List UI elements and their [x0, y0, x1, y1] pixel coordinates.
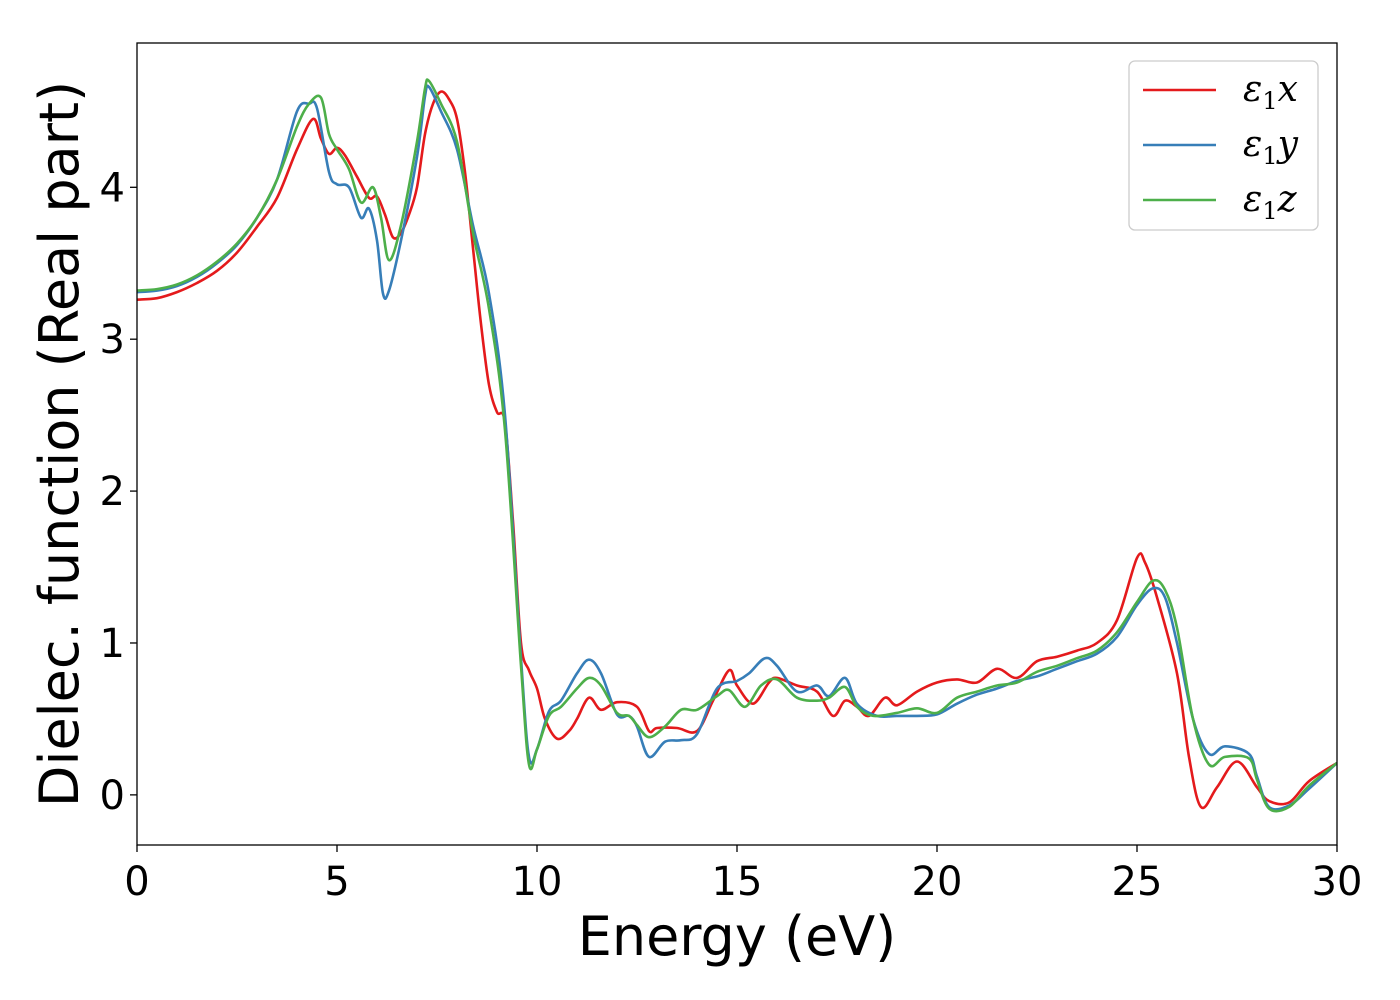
legend-label-x: ε1x [1243, 69, 1298, 115]
legend-box [1128, 60, 1319, 231]
legend-label-z: ε1z [1243, 179, 1298, 225]
y-tick-label: 0 [100, 773, 125, 819]
legend-label-y: ε1y [1243, 124, 1299, 170]
x-tick-label: 10 [512, 859, 563, 905]
legend: ε1x ε1y ε1z [1128, 60, 1319, 231]
series-line-z [137, 78, 1337, 813]
y-tick-label: 4 [100, 165, 125, 211]
x-tick-label: 30 [1312, 859, 1363, 905]
x-tick-label: 15 [712, 859, 763, 905]
x-tick-label: 0 [124, 859, 149, 905]
x-axis-title: Energy (eV) [578, 905, 897, 968]
y-axis-title: Dielec. function (Real part) [28, 81, 91, 807]
y-tick-label: 1 [100, 621, 125, 667]
series-layer [137, 78, 1337, 813]
y-ticks: 0 1 2 3 4 [100, 165, 137, 819]
y-tick-label: 3 [100, 317, 125, 363]
x-tick-label: 25 [1112, 859, 1163, 905]
x-tick-label: 5 [324, 859, 349, 905]
x-tick-label: 20 [912, 859, 963, 905]
series-line-x [137, 90, 1337, 810]
y-tick-label: 2 [100, 469, 125, 515]
x-ticks: 0 5 10 15 20 25 30 [124, 845, 1362, 905]
